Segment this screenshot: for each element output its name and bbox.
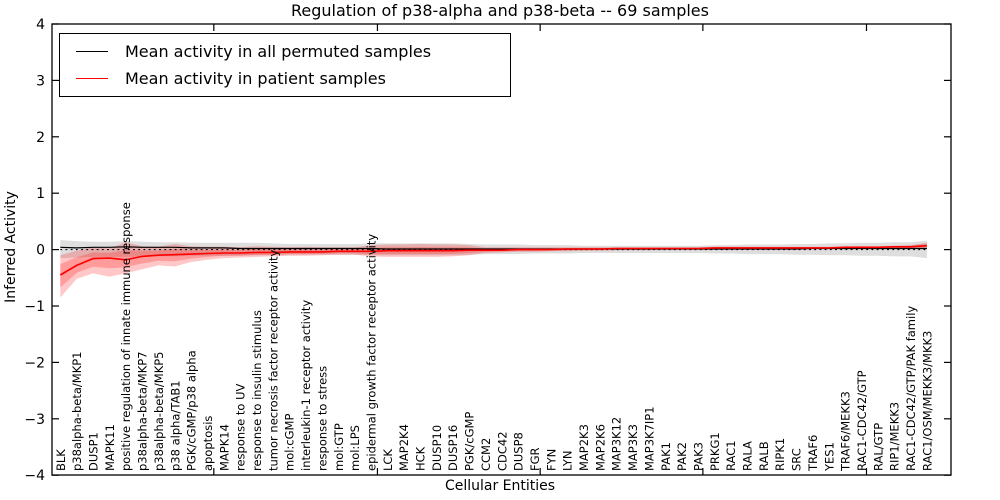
x-category-label: MAP3K3 [626,424,640,471]
x-category-label: FYN [544,449,558,471]
x-category-label: FGR [528,447,542,471]
x-category-label: BLK [54,449,68,471]
x-category-label: DUSP8 [512,432,526,471]
x-category-label: RALB [757,441,771,471]
y-tick-label: 2 [36,130,45,146]
x-category-label: DUSP10 [430,425,444,471]
x-category-label: DUSP16 [446,425,460,471]
x-category-label: response to stress [315,366,329,471]
x-category-label: YES1 [822,442,836,472]
x-category-label: apoptosis [201,416,215,471]
y-tick-label: 1 [36,186,45,202]
legend-label-permuted: Mean activity in all permuted samples [125,42,432,61]
y-tick-label: −4 [24,468,45,484]
x-category-label: RAL/GTP [871,423,885,471]
x-category-label: PAK3 [692,442,706,471]
patient-line-swatch [76,78,108,79]
x-category-label: RAC1/OSM/MEKK3/MKK3 [920,331,934,471]
x-category-label: LYN [561,450,575,471]
x-category-label: tumor necrosis factor receptor activity [266,249,280,471]
x-category-label: TRAF6 [806,435,820,472]
x-category-label: epidermal growth factor receptor activit… [365,234,379,471]
x-category-label: PGK/cGMP/p38 alpha [185,350,199,471]
x-category-label: RAC1-CDC42/GTP/PAK family [904,306,918,471]
permuted-line-swatch [76,51,108,52]
x-category-label: HCK [414,446,428,471]
legend-label-patient: Mean activity in patient samples [125,69,386,88]
y-tick-label: 3 [36,73,45,89]
patient-band-outer [60,242,927,298]
legend-entry-patient: Mean activity in patient samples [60,69,510,88]
x-axis-label: Cellular Entities [444,478,556,494]
chart-title: Regulation of p38-alpha and p38-beta -- … [291,1,709,20]
x-category-label: MAPK14 [217,424,231,471]
x-category-label: TRAF6/MEKK3 [839,391,853,472]
x-category-label: MAP3K7IP1 [642,406,656,471]
y-tick-label: −1 [24,299,45,315]
x-category-label: CCM2 [479,438,493,471]
x-category-label: p38alpha-beta/MKP1 [70,352,84,471]
x-category-label: CDC42 [495,431,509,471]
x-category-label: LCK [381,449,395,471]
x-category-label: p38 alpha/TAB1 [168,380,182,471]
y-tick-label: −3 [24,412,45,428]
y-tick-label: 0 [36,243,45,259]
x-category-label: PRKG1 [708,432,722,471]
x-category-label: response to UV [234,383,248,471]
x-category-label: MAP2K3 [577,424,591,471]
x-category-label: RIPK1 [773,438,787,471]
x-category-label: RALA [741,441,755,471]
x-category-label: interleukin-1 receptor activity [299,300,313,471]
y-tick-label: −2 [24,355,45,371]
x-category-label: MAPK11 [103,424,117,471]
x-category-label: mol:GTP [332,423,346,471]
x-category-label: PGK/cGMP [463,412,477,471]
x-category-label: mol:LPS [348,425,362,471]
x-category-label: p38alpha-beta/MKP7 [136,352,150,471]
y-tick-label: 4 [36,17,45,33]
x-category-label: MAP2K4 [397,424,411,471]
x-category-label: p38alpha-beta/MKP5 [152,352,166,471]
x-category-label: RIP1/MEKK3 [888,402,902,471]
x-category-label: response to insulin stimulus [250,310,264,471]
x-category-label: PAK1 [659,442,673,471]
legend-entry-permuted: Mean activity in all permuted samples [60,42,510,61]
x-category-label: DUSP1 [87,432,101,471]
x-category-label: RAC1 [724,440,738,471]
x-category-label: RAC1-CDC42/GTP [855,370,869,471]
x-category-label: MAP3K12 [610,417,624,471]
x-category-label: mol:cGMP [283,414,297,471]
permuted-mean-line [60,246,927,250]
legend: Mean activity in all permuted samples Me… [59,33,511,97]
x-category-label: positive regulation of innate immune res… [119,202,133,471]
x-category-label: PAK2 [675,442,689,471]
x-category-label: SRC [790,448,804,471]
patient-mean-line [59,244,927,276]
x-category-label: MAP2K6 [593,424,607,471]
